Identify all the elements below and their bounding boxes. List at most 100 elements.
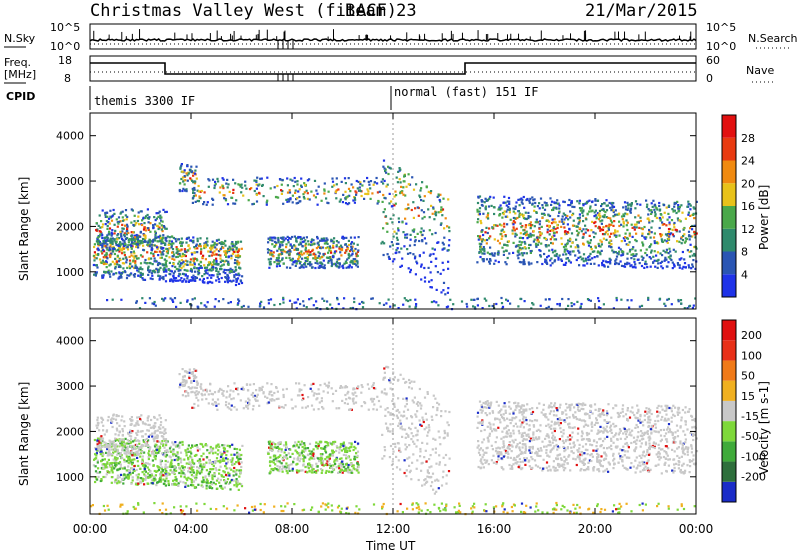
echo-cell <box>131 461 134 464</box>
echo-cell <box>267 299 270 302</box>
echo-cell <box>317 244 320 247</box>
echo-cell <box>130 416 133 419</box>
echo-cell <box>131 231 135 234</box>
echo-cell <box>678 207 681 210</box>
echo-cell <box>203 480 206 484</box>
echo-cell <box>168 473 171 476</box>
echo-cell <box>608 245 611 248</box>
echo-cell <box>335 265 338 268</box>
echo-cell <box>111 420 114 423</box>
echo-cell <box>139 271 142 274</box>
echo-cell <box>212 468 215 471</box>
echo-cell <box>105 270 108 274</box>
echo-cell <box>210 244 213 247</box>
echo-cell <box>408 244 412 247</box>
echo-cell <box>300 264 304 267</box>
echo-cell <box>233 245 236 248</box>
echo-cell <box>550 200 554 203</box>
echo-cell <box>101 276 104 279</box>
echo-cell <box>544 260 547 263</box>
echo-cell <box>540 212 544 215</box>
echo-cell <box>159 234 162 237</box>
echo-cell <box>403 174 406 177</box>
echo-cell <box>154 454 157 458</box>
echo-cell <box>186 300 189 303</box>
echo-cell <box>217 449 220 452</box>
echo-cell <box>574 246 577 249</box>
echo-cell <box>638 305 641 308</box>
echo-cell <box>163 263 166 266</box>
echo-cell <box>98 429 101 432</box>
echo-cell <box>600 204 603 208</box>
echo-cell <box>565 253 568 256</box>
echo-cell <box>114 418 118 421</box>
echo-cell <box>121 249 124 252</box>
echo-cell <box>493 262 496 265</box>
echo-cell <box>517 198 520 201</box>
power-x-ticks <box>89 113 697 309</box>
echo-cell <box>313 179 317 182</box>
echo-cell <box>164 484 167 487</box>
nave-label: Nave <box>746 64 774 77</box>
echo-cell <box>171 248 175 251</box>
echo-cell <box>126 448 129 451</box>
echo-cell <box>192 274 195 277</box>
echo-cell <box>212 447 215 450</box>
echo-cell <box>295 307 298 310</box>
echo-cell <box>619 260 622 263</box>
echo-cell <box>113 239 116 242</box>
echo-cell <box>135 474 138 477</box>
echo-cell <box>519 213 522 216</box>
echo-cell <box>104 245 107 248</box>
echo-cell <box>523 246 526 249</box>
echo-cell <box>350 248 353 251</box>
echo-cell <box>536 238 539 241</box>
echo-cell <box>521 254 524 257</box>
echo-cell <box>414 239 417 242</box>
echo-cell <box>389 217 392 220</box>
echo-cell <box>400 185 403 188</box>
echo-cell <box>93 259 96 262</box>
echo-cell <box>148 468 151 471</box>
echo-cell <box>506 200 509 203</box>
echo-cell <box>129 441 133 444</box>
echo-cell <box>402 231 405 234</box>
echo-cell <box>369 197 372 200</box>
echo-cell <box>571 224 575 227</box>
echo-cell <box>236 483 239 487</box>
echo-cell <box>198 448 201 451</box>
echo-cell <box>117 462 120 465</box>
echo-cell <box>543 201 546 204</box>
echo-cell <box>159 476 162 479</box>
echo-cell <box>514 217 517 220</box>
echo-cell <box>218 273 221 276</box>
echo-cell <box>204 258 207 261</box>
echo-cell <box>505 204 508 207</box>
echo-cell <box>189 258 192 261</box>
echo-cell <box>150 246 153 249</box>
echo-cell <box>94 274 97 277</box>
echo-cell <box>541 204 544 207</box>
echo-cell <box>217 300 220 303</box>
echo-cell <box>180 177 183 181</box>
echo-cell <box>293 301 296 304</box>
echo-cell <box>191 390 194 393</box>
echo-cell <box>626 228 629 232</box>
echo-cell <box>143 226 146 229</box>
echo-cell <box>667 252 670 255</box>
echo-cell <box>327 190 330 193</box>
echo-cell <box>159 478 162 481</box>
echo-cell <box>130 254 133 257</box>
echo-cell <box>119 473 123 476</box>
echo-cell <box>186 269 189 272</box>
echo-cell <box>171 251 174 254</box>
echo-cell <box>476 261 479 264</box>
echo-cell <box>336 296 339 300</box>
echo-cell <box>518 260 521 264</box>
echo-cell <box>150 473 153 476</box>
echo-cell <box>284 237 287 240</box>
echo-cell <box>646 217 649 220</box>
echo-cell <box>653 211 657 214</box>
echo-cell <box>598 212 601 215</box>
echo-cell <box>441 248 444 251</box>
